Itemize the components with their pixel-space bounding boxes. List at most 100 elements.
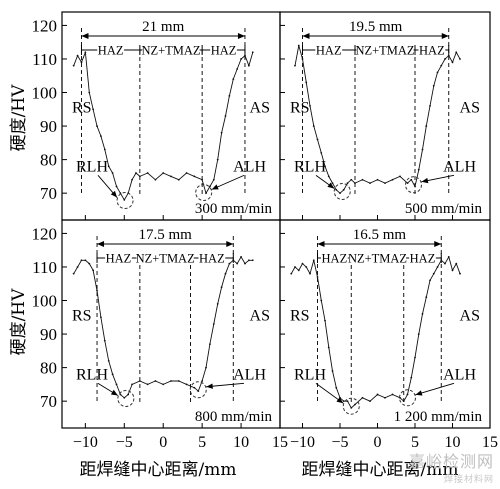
hardness-data-point [201,380,204,382]
hardness-data-point [244,262,246,265]
rlh-marker-circle [117,389,135,407]
hardness-data-point [361,178,364,181]
zone-label: HAZ [211,44,237,58]
alh-marker-circle [195,183,213,201]
y-tick-label: 120 [32,224,58,243]
hardness-data-point [228,94,231,97]
hardness-data-point [220,286,223,288]
hardness-data-point [154,178,157,181]
hardness-data-point [425,296,428,299]
alh-label: ALH [443,158,476,175]
hardness-data-point [342,188,345,191]
hardness-data-point [342,400,345,403]
hardness-data-point [170,175,172,178]
hardness-data-point [294,64,296,67]
zone-label: NZ+TMAZ [141,44,200,58]
hardness-data-point [247,64,250,67]
zone-label-bg [105,251,132,264]
hardness-data-point [369,400,371,403]
zone-label-bg [356,43,414,56]
rlh-label: RLH [294,366,326,383]
alh-marker-circle [405,176,422,194]
y-axis-label-top: 硬度/HV [9,84,29,152]
hardness-data-point [316,276,319,278]
y-tick-label: 110 [32,50,57,69]
x-tick-label: 15 [482,434,498,451]
hardness-data-point [361,396,364,399]
hardness-data-point [301,262,304,265]
x-tick-label: 0 [374,434,382,451]
x-tick-label: −10 [73,434,98,451]
hardness-data-point [100,135,102,138]
zone-label: NZ+TMAZ [355,44,414,58]
weld-width-label: 16.5 mm [353,227,407,243]
zone-label: HAZ [199,252,225,266]
zone-label: NZ+TMAZ [136,252,195,266]
zone-label-bg [315,43,343,56]
hardness-data-point [320,299,323,302]
hardness-data-point [354,182,356,184]
low-hardness-arrow [415,382,455,396]
width-label-bg [349,229,410,241]
zone-label-bg [142,43,200,56]
hardness-data-point [305,81,308,84]
hardness-data-point [417,333,420,335]
y-tick-label: 90 [40,325,57,344]
hardness-data-point [162,383,165,386]
hardness-data-point [391,178,394,181]
width-arrow-right [226,241,234,247]
hardness-data-point [80,259,83,262]
hardness-data-point [436,266,439,268]
hardness-data-point [297,44,300,47]
hardness-data-point [96,289,98,292]
x-axis-label-left: 距焊缝中心距离/mm [80,460,237,480]
hardness-data-point [236,68,239,70]
hardness-data-point [402,400,405,403]
hardness-data-point [209,185,211,188]
hardness-data-point [224,272,227,275]
hardness-data-point [301,58,304,60]
hardness-data-point [216,302,219,305]
hardness-data-point [459,58,461,60]
watermark: 嘉峪检测网 焊接材料网 [409,448,494,485]
hardness-data-point [131,178,133,181]
hardness-data-point [119,393,122,396]
low-hardness-arrowhead [421,177,429,184]
hardness-data-point [312,259,315,262]
hardness-data-point [80,61,83,64]
hardness-data-point [384,396,386,399]
rs-label: RS [72,100,92,117]
hardness-series-line [290,255,461,409]
hardness-data-point [107,360,110,362]
rs-label: RS [72,308,92,325]
hardness-data-point [346,400,349,403]
hardness-data-point [447,54,450,57]
hardness-data-point [236,262,239,265]
low-hardness-arrowhead [110,389,118,396]
hardness-data-point [240,256,242,258]
as-label: AS [460,100,480,117]
hardness-data-point [138,175,141,178]
hardness-data-point [193,386,196,389]
hardness-data-point [162,172,165,174]
x-tick-label: 0 [159,434,167,451]
hardness-data-point [459,272,461,275]
hardness-data-point [294,266,296,268]
hardness-data-point [232,259,235,262]
low-hardness-arrowhead [327,182,335,189]
x-tick-label: 15 [272,434,288,451]
hardness-series-line [294,45,461,194]
hardness-data-point [146,172,149,174]
hardness-data-point [335,188,338,191]
rs-label: RS [290,308,310,325]
hardness-data-point [244,54,246,57]
zone-label: HAZ [410,252,436,266]
rlh-label: RLH [76,366,108,383]
hardness-data-point [216,158,219,161]
width-arrow-right [434,241,442,247]
hardness-data-point [88,262,91,265]
hardness-data-point [451,269,454,272]
hardness-data-point [123,396,126,399]
width-label-bg [133,21,194,33]
hardness-data-point [201,178,204,181]
